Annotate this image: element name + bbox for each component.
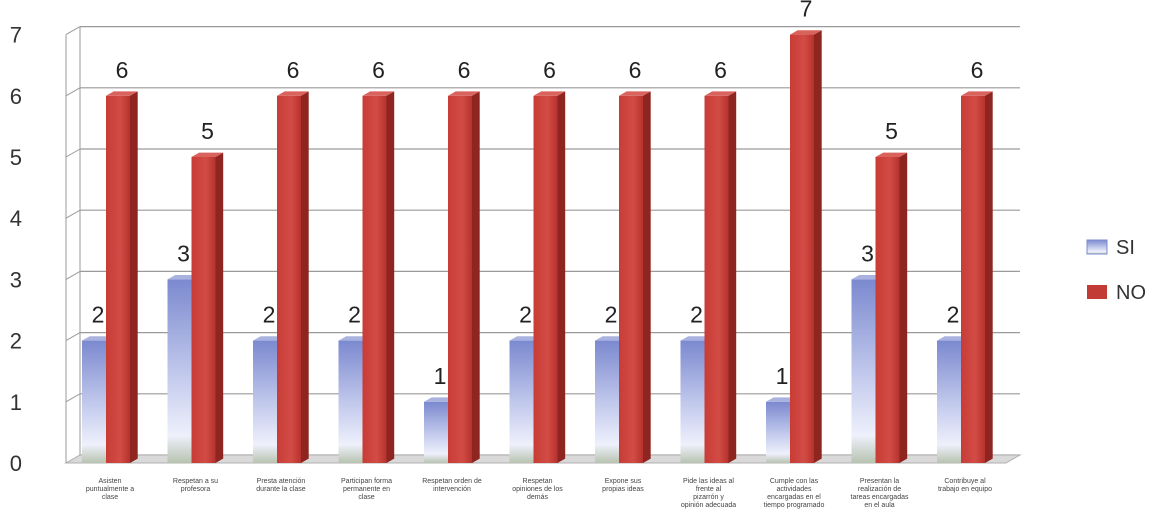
data-label-no: 6 (287, 57, 300, 83)
grid-line-depth (65, 209, 81, 219)
category-label: Participan forma permanente en clase (341, 478, 392, 501)
data-label-si: 2 (348, 302, 361, 328)
y-tick-label: 5 (10, 145, 22, 170)
bar-no (277, 91, 309, 464)
category-label: Respetan opiniones de los demás (512, 478, 563, 501)
grid-line-depth (65, 393, 81, 403)
data-label-si: 1 (434, 363, 447, 389)
y-tick-label: 0 (10, 451, 22, 476)
category-label: Pide las ideas al frente al pizarrón y opin… (681, 478, 736, 509)
bar-no (790, 30, 822, 463)
bar-no (191, 152, 224, 463)
bar-no (362, 91, 395, 464)
category-label: Respetan a su profesora (173, 478, 218, 493)
data-label-si: 2 (947, 302, 960, 328)
bar-no (704, 91, 737, 464)
data-label-no: 5 (201, 118, 214, 144)
grid-line-depth (65, 148, 81, 158)
bars (82, 30, 993, 464)
category-labels: Asisten puntualmente a clase Respetan a su p… (86, 478, 992, 509)
y-tick-label: 6 (10, 84, 22, 109)
data-label-si: 3 (861, 240, 874, 266)
data-label-si: 2 (263, 302, 276, 328)
bar-no (619, 91, 651, 464)
y-tick-label: 3 (10, 267, 22, 292)
category-label: Contribuye al trabajo en equipo (938, 478, 992, 493)
data-label-no: 6 (372, 57, 385, 83)
category-label: Cumple con las actividades encargadas en e… (764, 478, 825, 509)
y-tick-label: 7 (10, 23, 22, 48)
data-label-no: 6 (714, 57, 727, 83)
y-tick-label: 4 (10, 206, 22, 231)
data-label-si: 1 (776, 363, 789, 389)
y-tick-label: 2 (10, 329, 22, 354)
data-label-no: 5 (885, 118, 898, 144)
data-label-no: 6 (543, 57, 556, 83)
category-label: Presentan la realización de tareas encarga… (851, 478, 909, 509)
category-label: Expone sus propias ideas (602, 478, 644, 493)
category-label: Asisten puntualmente a clase (86, 478, 134, 501)
grid-line-depth (65, 332, 81, 342)
legend-swatch-no (1087, 285, 1107, 299)
category-label: Presta atención durante la clase (256, 478, 306, 493)
legend-label-si: SI (1116, 237, 1135, 259)
y-tick-label: 1 (10, 390, 22, 415)
legend: SI NO (1086, 237, 1146, 304)
grid-line-depth (65, 87, 81, 97)
data-label-si: 2 (519, 302, 532, 328)
data-label-no: 6 (458, 57, 471, 83)
data-labels: 2 6 3 5 2 6 2 6 1 6 2 6 2 6 2 6 1 7 3 5 2 6 (92, 0, 984, 389)
data-label-no: 6 (971, 57, 984, 83)
grid-line-depth (65, 270, 81, 280)
data-label-si: 2 (605, 302, 618, 328)
grid-line-depth (65, 26, 81, 36)
data-label-si: 2 (92, 302, 105, 328)
data-label-no: 6 (629, 57, 642, 83)
legend-swatch-si (1086, 239, 1108, 255)
bar-no (533, 91, 566, 464)
y-axis: 0 1 2 3 4 5 6 7 (10, 23, 81, 476)
data-label-si: 2 (690, 302, 703, 328)
data-label-no: 6 (116, 57, 129, 83)
data-label-no: 7 (800, 0, 813, 22)
bar-no (448, 91, 480, 464)
bar-no (106, 91, 138, 464)
legend-label-no: NO (1116, 282, 1146, 304)
category-label: Respetan orden de intervención (422, 478, 482, 493)
data-label-si: 3 (177, 240, 190, 266)
bar-no (961, 91, 993, 464)
bar-no (875, 152, 908, 463)
